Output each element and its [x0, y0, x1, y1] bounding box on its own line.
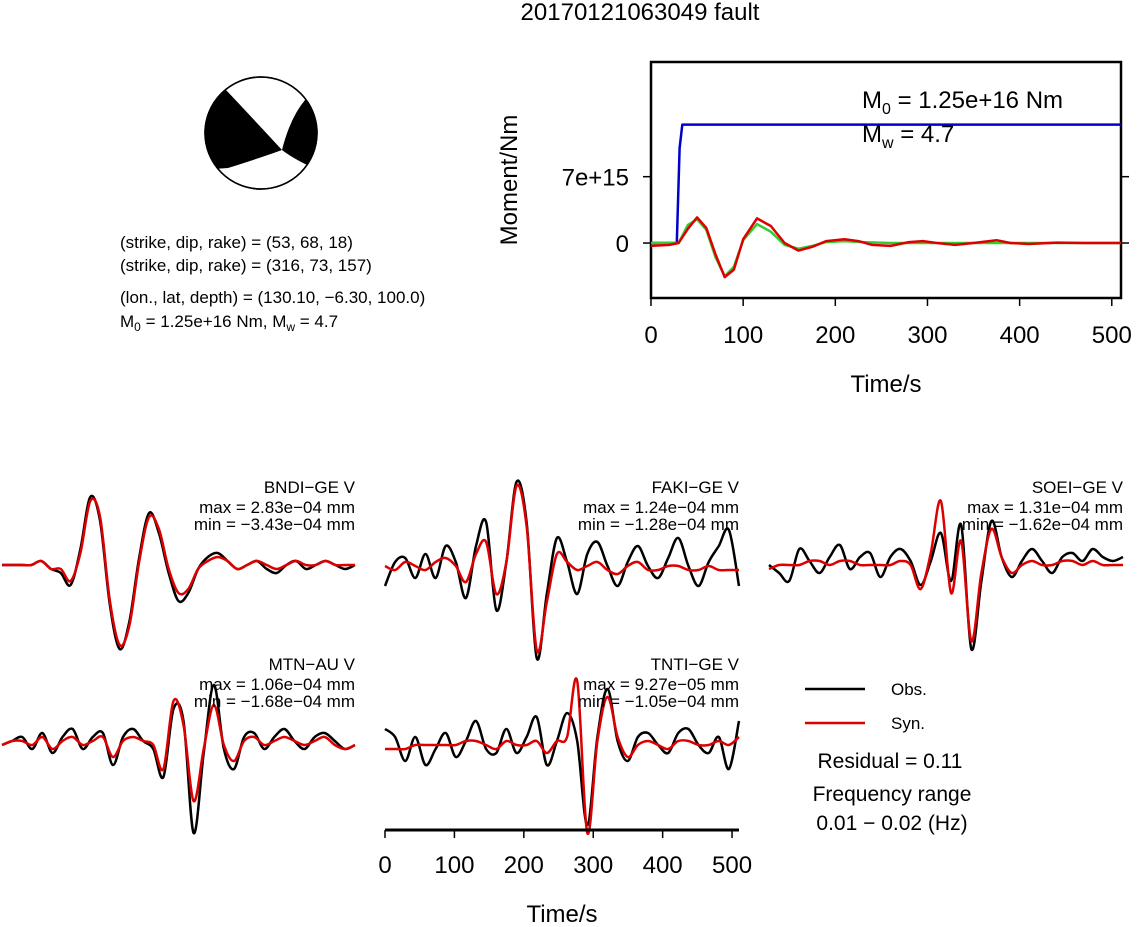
- moment-xtick-label: 100: [723, 322, 763, 349]
- moment-xtick-label: 0: [644, 322, 657, 349]
- moment-xlabel: Time/s: [850, 371, 921, 398]
- moment-annotation-m0: M0 = 1.25e+16 Nm: [862, 87, 1063, 118]
- station-min: min = −1.68e−04 mm: [194, 692, 355, 711]
- moment-ytick-label: 0: [616, 231, 629, 258]
- legend-syn-label: Syn.: [891, 714, 925, 733]
- moment-magnitude-line: M0 = 1.25e+16 Nm, Mw = 4.7: [120, 312, 338, 334]
- waveform-xtick-label: 200: [504, 852, 544, 879]
- waveform-xlabel: Time/s: [526, 901, 597, 927]
- moment-xtick-label: 200: [815, 322, 855, 349]
- station-name: SOEI−GE V: [1032, 478, 1124, 497]
- station-max: max = 9.27e−05 mm: [583, 675, 739, 694]
- waveform-syn: [384, 483, 739, 654]
- waveform-syn: [1, 698, 356, 803]
- moment-series-red: [650, 216, 1121, 279]
- waveform-legend: Obs. Syn. Residual = 0.11 Frequency rang…: [805, 680, 971, 835]
- moment-series-group: [650, 123, 1121, 279]
- station-max: max = 2.83e−04 mm: [199, 498, 355, 517]
- station-name: FAKI−GE V: [652, 478, 740, 497]
- frequency-label: Frequency range: [813, 783, 972, 806]
- waveform-xtick-label: 400: [643, 852, 683, 879]
- station-min: min = −1.62e−04 mm: [962, 515, 1123, 534]
- station-min: min = −1.05e−04 mm: [578, 692, 739, 711]
- waveform-xtick-label: 0: [378, 852, 391, 879]
- station-max: max = 1.31e−04 mm: [967, 498, 1123, 517]
- beachball-diagram: [204, 76, 318, 190]
- mechanism-line-1: (strike, dip, rake) = (53, 68, 18): [120, 233, 353, 252]
- waveform-syn: [384, 677, 740, 835]
- waveform-syn: [1, 497, 355, 648]
- moment-xtick-label: 500: [1092, 322, 1132, 349]
- station-name: TNTI−GE V: [651, 655, 740, 674]
- waveform-syn: [768, 499, 1123, 643]
- station-min: min = −3.43e−04 mm: [194, 515, 355, 534]
- waveform-obs: [384, 687, 741, 827]
- location-line: (lon., lat, depth) = (130.10, −6.30, 100…: [120, 288, 425, 307]
- waveform-xtick-label: 500: [712, 852, 752, 879]
- waveform-obs: [383, 479, 741, 661]
- moment-plot-frame: [649, 60, 1123, 300]
- station-max: max = 1.06e−04 mm: [199, 675, 355, 694]
- waveform-obs: [768, 519, 1124, 652]
- station-name: BNDI−GE V: [264, 478, 356, 497]
- moment-ylabel: Moment/Nm: [496, 115, 523, 246]
- legend-obs-label: Obs.: [891, 680, 927, 699]
- moment-axis-ticks: 0 100 200 300 400 500 0 7e+15: [562, 165, 1132, 349]
- residual-text: Residual = 0.11: [818, 750, 963, 773]
- moment-ytick-label: 7e+15: [562, 165, 629, 192]
- mechanism-line-2: (strike, dip, rake) = (316, 73, 157): [120, 256, 372, 275]
- station-min: min = −1.28e−04 mm: [578, 515, 739, 534]
- frequency-range: 0.01 − 0.02 (Hz): [816, 812, 967, 835]
- moment-xtick-label: 300: [907, 322, 947, 349]
- waveform-xtick-label: 100: [434, 852, 474, 879]
- waveform-xtick-label: 300: [573, 852, 613, 879]
- moment-xtick-label: 400: [1000, 322, 1040, 349]
- station-max: max = 1.24e−04 mm: [583, 498, 739, 517]
- figure-title: 20170121063049 fault: [521, 0, 760, 26]
- station-name: MTN−AU V: [269, 655, 356, 674]
- waveform-time-axis: Time/s 0 100 200 300 400 500: [378, 828, 752, 927]
- moment-annotation-mw: Mw = 4.7: [862, 121, 954, 152]
